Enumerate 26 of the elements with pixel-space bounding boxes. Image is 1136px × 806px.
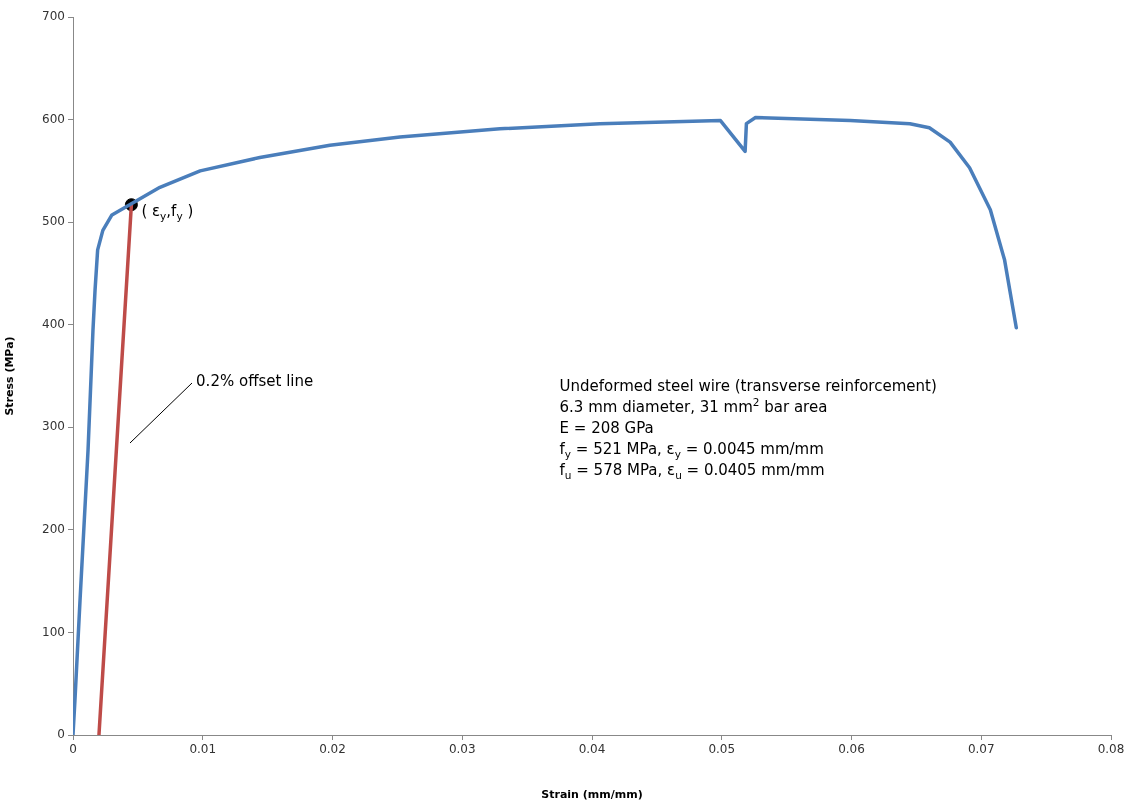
annotation: f$_{y}$ = 521 MPa, ε$_{y}$ = 0.0045 mm/mm <box>559 439 824 460</box>
annotation: ( ε$_{y}$,f$_{y}$ ) <box>141 200 194 222</box>
y-tick-label: 100 <box>42 624 65 639</box>
y-axis-title: Stress (MPa) <box>3 336 17 416</box>
y-tick-label: 600 <box>42 111 65 126</box>
annotation: f$_{u}$ = 578 MPa, ε$_{u}$ = 0.0405 mm/mm <box>559 460 825 481</box>
x-tick-label: 0 <box>69 742 77 757</box>
annotation: 0.2% offset line <box>196 370 314 392</box>
x-tick-label: 0.07 <box>967 742 995 757</box>
x-tick-label: 0.08 <box>1097 742 1125 757</box>
x-tick-label: 0.04 <box>578 742 606 757</box>
y-tick-label: 700 <box>42 9 65 24</box>
x-tick-label: 0.05 <box>708 742 736 757</box>
annotation: Undeformed steel wire (transverse reinforcement) <box>559 376 937 397</box>
y-tick-label: 0 <box>57 727 65 742</box>
y-tick-label: 300 <box>42 419 65 434</box>
y-tick-label: 500 <box>42 214 65 229</box>
annotation: 6.3 mm diameter, 31 mm$^{2}$ bar area <box>559 396 828 418</box>
x-tick-label: 0.06 <box>838 742 865 757</box>
y-tick-label: 400 <box>42 316 65 331</box>
y-tick-label: 200 <box>42 521 65 536</box>
x-tick-label: 0.01 <box>189 742 217 757</box>
x-tick-label: 0.02 <box>319 742 346 757</box>
x-axis-title: Strain (mm/mm) <box>541 788 643 802</box>
x-tick-label: 0.03 <box>448 742 476 757</box>
annotation: E = 208 GPa <box>559 418 654 439</box>
